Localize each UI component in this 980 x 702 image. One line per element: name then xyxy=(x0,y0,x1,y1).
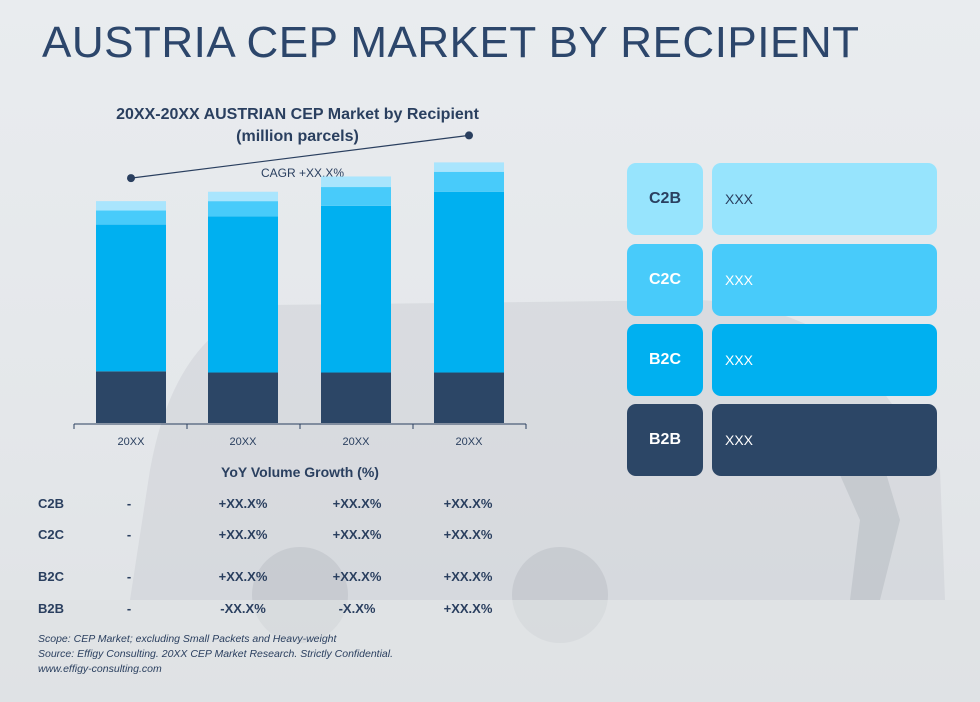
yoy-value: +XX.X% xyxy=(443,569,493,584)
bar-segment-b2b xyxy=(96,371,166,423)
yoy-value: +XX.X% xyxy=(332,527,382,542)
yoy-row-b2c: B2C - +XX.X% +XX.X% +XX.X% xyxy=(0,569,560,589)
yoy-row-label: B2C xyxy=(38,569,65,584)
yoy-value: +XX.X% xyxy=(443,527,493,542)
bar-segment-b2b xyxy=(321,372,391,423)
legend-code-box: C2B xyxy=(627,163,703,235)
yoy-value: - xyxy=(126,527,132,542)
bar-segment-b2b xyxy=(208,372,278,423)
legend-code-box: C2C xyxy=(627,244,703,316)
cagr-trend-line xyxy=(130,134,470,179)
yoy-value: +XX.X% xyxy=(332,569,382,584)
bar-segment-b2c xyxy=(96,224,166,372)
bar-segment-c2c xyxy=(321,187,391,206)
footnote-website: www.effigy-consulting.com xyxy=(38,663,162,675)
yoy-row-c2b: C2B - +XX.X% +XX.X% +XX.X% xyxy=(0,496,560,516)
cagr-end-dot xyxy=(465,131,473,140)
legend-row-b2c: B2C XXX xyxy=(627,324,937,396)
footnote-source: Source: Effigy Consulting. 20XX CEP Mark… xyxy=(38,648,394,660)
yoy-value: -X.X% xyxy=(338,601,376,616)
legend-value-box: XXX xyxy=(712,163,937,235)
stacked-bar-chart: 20XX 20XX 20XX 20XX xyxy=(73,131,527,448)
bar-segment-c2b xyxy=(96,201,166,211)
x-tick-label: 20XX xyxy=(118,436,146,448)
x-tick-label: 20XX xyxy=(456,436,484,448)
yoy-value: +XX.X% xyxy=(218,496,268,511)
bar-segment-c2b xyxy=(434,162,504,172)
legend-value-box: XXX xyxy=(712,404,937,476)
chart-title-line: 20XX-20XX AUSTRIAN CEP Market by Recipie… xyxy=(116,106,479,123)
yoy-title: YoY Volume Growth (%) xyxy=(221,464,379,480)
legend-row-c2b: C2B XXX xyxy=(627,163,937,235)
cagr-start-dot xyxy=(127,174,135,183)
bar-segment-c2c xyxy=(208,201,278,217)
legend-code-box: B2B xyxy=(627,404,703,476)
chart-title: 20XX-20XX AUSTRIAN CEP Market by Recipie… xyxy=(90,104,505,148)
legend-value-box: XXX xyxy=(712,244,937,316)
yoy-value: +XX.X% xyxy=(218,569,268,584)
yoy-value: +XX.X% xyxy=(332,496,382,511)
yoy-value: +XX.X% xyxy=(443,601,493,616)
bar-segment-c2b xyxy=(321,176,391,188)
legend-row-c2c: C2C XXX xyxy=(627,244,937,316)
legend-code-box: B2C xyxy=(627,324,703,396)
bar-segment-c2b xyxy=(208,191,278,202)
yoy-value: +XX.X% xyxy=(218,527,268,542)
yoy-row-b2b: B2B - -XX.X% -X.X% +XX.X% xyxy=(0,601,560,621)
chart-subtitle: (million parcels) xyxy=(236,128,359,145)
page-title: AUSTRIA CEP MARKET BY RECIPIENT xyxy=(42,18,860,67)
yoy-value: +XX.X% xyxy=(443,496,493,511)
bar-segment-c2c xyxy=(96,210,166,225)
bar-segment-b2b xyxy=(434,372,504,423)
yoy-row-label: B2B xyxy=(38,601,65,616)
bar-segment-b2c xyxy=(208,216,278,373)
bar-segment-b2c xyxy=(321,205,391,373)
bar-segment-c2c xyxy=(434,171,504,192)
legend-value-box: XXX xyxy=(712,324,937,396)
x-tick-label: 20XX xyxy=(343,436,371,448)
yoy-row-label: C2B xyxy=(38,496,65,511)
yoy-value: - xyxy=(126,569,132,584)
legend-row-b2b: B2B XXX xyxy=(627,404,937,476)
yoy-value: - xyxy=(126,496,132,511)
yoy-row-label: C2C xyxy=(38,527,65,542)
yoy-row-c2c: C2C - +XX.X% +XX.X% +XX.X% xyxy=(0,527,560,547)
footnotes: Scope: CEP Market; excluding Small Packe… xyxy=(38,632,393,677)
yoy-value: - xyxy=(126,601,132,616)
x-tick-label: 20XX xyxy=(230,436,258,448)
yoy-value: -XX.X% xyxy=(220,601,266,616)
bar-segment-b2c xyxy=(434,191,504,373)
footnote-scope: Scope: CEP Market; excluding Small Packe… xyxy=(38,633,337,645)
